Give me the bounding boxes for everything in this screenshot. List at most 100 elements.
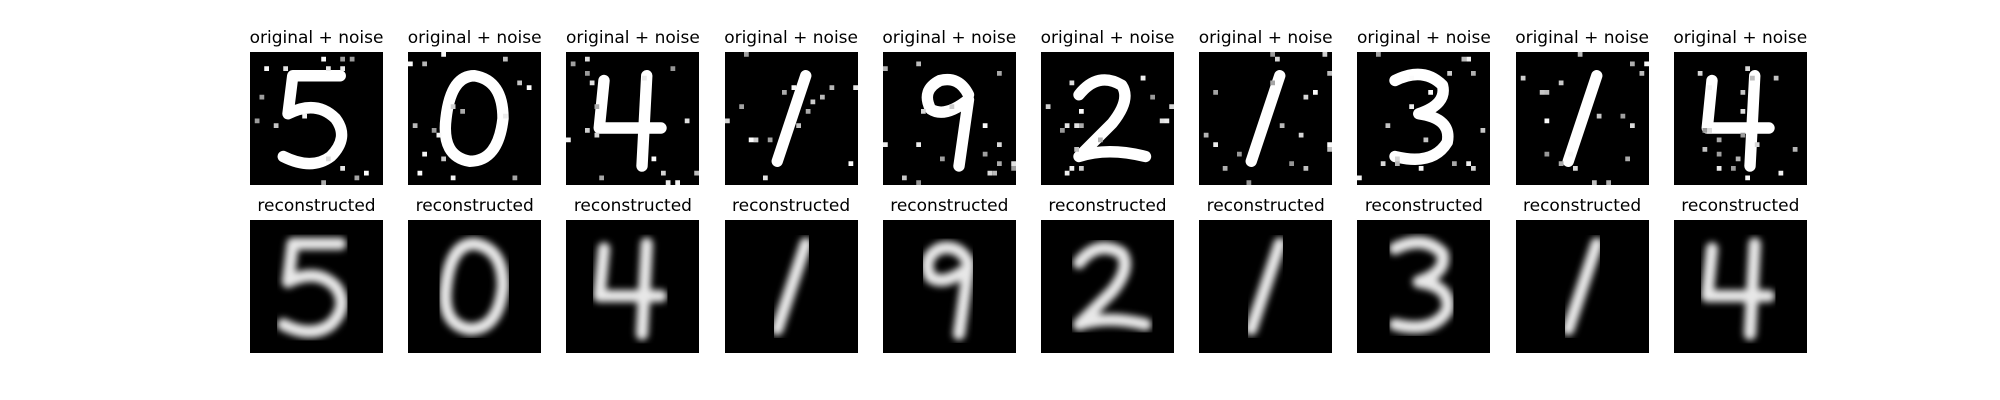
digit-stroke (1245, 237, 1287, 336)
image-panel (882, 52, 1016, 185)
noise-pixel (1385, 123, 1391, 128)
noise-pixel (1629, 123, 1635, 128)
digit-image (1389, 236, 1455, 334)
digit-image (724, 52, 858, 181)
noise-pixel (594, 104, 600, 109)
noise-pixel (1140, 75, 1146, 81)
image-panel (1041, 52, 1174, 185)
noise-pixel (748, 137, 754, 143)
noise-pixel (264, 66, 269, 71)
noise-pixel (590, 80, 595, 86)
noise-pixel (1428, 90, 1434, 95)
noise-pixel (1419, 166, 1424, 171)
image-title: reconstructed (1206, 196, 1325, 216)
digit-stroke (1562, 70, 1603, 167)
noise-pixel (517, 80, 523, 86)
image-panel (1515, 52, 1649, 185)
noise-pixel (724, 118, 730, 124)
digit-stroke (593, 237, 668, 341)
noise-pixel (901, 175, 907, 181)
noise-pixel (1577, 52, 1583, 57)
noise-pixel (1480, 128, 1486, 133)
noise-pixel (762, 175, 768, 181)
digit-image (1245, 237, 1287, 336)
noise-pixel (987, 170, 993, 176)
noise-pixel (431, 128, 437, 133)
noise-pixel (675, 180, 681, 185)
noise-pixel (651, 156, 657, 162)
noise-pixel (1707, 128, 1712, 133)
noise-pixel (949, 104, 955, 109)
image-panel (250, 52, 383, 185)
noise-pixel (1605, 180, 1611, 185)
noise-pixel (1466, 56, 1472, 62)
noise-pixel (982, 123, 988, 128)
noise-pixel (819, 94, 825, 100)
noise-pixel (1213, 142, 1219, 147)
noise-pixel (283, 66, 288, 71)
noise-pixel (566, 137, 572, 143)
noise-pixel (1159, 118, 1165, 124)
noise-pixel (1620, 113, 1625, 119)
noise-pixel (321, 56, 326, 62)
noise-pixel (1298, 132, 1304, 138)
digit-stroke (770, 237, 812, 336)
noise-pixel (753, 137, 758, 143)
noise-pixel (1452, 161, 1458, 166)
noise-pixel (460, 109, 466, 114)
noise-pixel (810, 99, 815, 105)
image-panel (882, 220, 1016, 353)
noise-pixel (1520, 75, 1526, 81)
image-panel (724, 220, 858, 353)
digit-image (1700, 237, 1775, 341)
noise-pixel (1539, 90, 1545, 95)
noise-pixel (992, 170, 997, 176)
noise-pixel (1069, 166, 1075, 171)
noise-pixel (1213, 90, 1219, 95)
noise-pixel (571, 61, 576, 67)
noise-pixel (666, 180, 671, 185)
noise-pixel (364, 170, 369, 176)
noise-pixel (1060, 128, 1065, 133)
digit-image (593, 237, 668, 341)
noise-pixel (503, 113, 508, 119)
noise-pixel (1327, 142, 1333, 147)
image-panel (1199, 220, 1333, 353)
noise-pixel (670, 66, 676, 71)
noise-pixel (1150, 94, 1155, 100)
noise-pixel (450, 175, 456, 181)
noise-pixel (1730, 166, 1736, 171)
digit-image (1203, 52, 1333, 185)
noise-pixel (1466, 161, 1472, 166)
noise-pixel (599, 175, 605, 181)
noise-pixel (743, 52, 749, 57)
image-title: reconstructed (573, 196, 692, 216)
noise-pixel (1237, 151, 1242, 157)
noise-pixel (1745, 66, 1750, 71)
digit-stroke (1389, 236, 1455, 334)
noise-pixel (1322, 52, 1328, 57)
noise-pixel (1409, 104, 1415, 109)
noise-pixel (1471, 71, 1477, 76)
digit-image (1045, 74, 1174, 176)
noise-pixel (1079, 166, 1084, 171)
noise-pixel (1702, 147, 1708, 152)
noise-pixel (512, 175, 518, 181)
noise-pixel (1011, 166, 1016, 171)
image-title: original + noise (1515, 28, 1649, 48)
digit-image (1697, 66, 1798, 181)
image-panel (1673, 220, 1807, 353)
image-title: reconstructed (415, 196, 534, 216)
image-title: original + noise (1198, 28, 1333, 48)
digit-stroke (1389, 68, 1454, 165)
image-panel (1199, 52, 1333, 185)
noise-pixel (340, 56, 345, 62)
noise-pixel (1079, 123, 1084, 128)
noise-pixel (1069, 80, 1075, 86)
digit-stroke (1701, 70, 1775, 172)
noise-pixel (1544, 118, 1549, 124)
noise-pixel (254, 118, 260, 124)
noise-pixel (1591, 180, 1597, 185)
digit-stroke (277, 237, 348, 338)
image-panel (408, 52, 542, 185)
